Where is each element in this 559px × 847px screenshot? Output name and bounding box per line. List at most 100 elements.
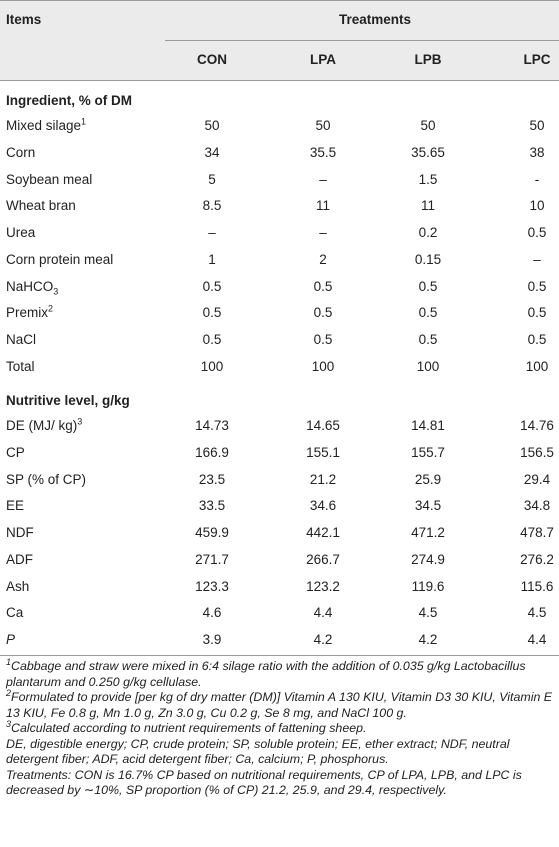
cell-value: 123.3 <box>195 578 229 594</box>
row-label-text: Ca <box>6 605 24 621</box>
cell-value: 34 <box>204 145 220 161</box>
cell-value: 0.5 <box>527 278 547 294</box>
footnote: Treatments: CON is 16.7% CP based on nut… <box>6 768 555 799</box>
row-label-text: Total <box>6 358 35 374</box>
footnote-mark: 3 <box>6 719 12 730</box>
cell-value: 0.5 <box>418 278 438 294</box>
superscript: 1 <box>81 116 87 127</box>
row-label-text: Wheat bran <box>6 198 76 214</box>
row-label-text: P <box>6 631 16 647</box>
row-label-text: NDF <box>6 525 34 541</box>
row-label: Urea <box>6 225 35 241</box>
column-header: CON <box>197 52 227 67</box>
cell-value: 276.2 <box>520 551 554 567</box>
cell-value: 274.9 <box>411 551 445 567</box>
cell-value: 4.5 <box>527 605 547 621</box>
cell-value: 4.4 <box>313 605 333 621</box>
cell-value: – <box>208 225 216 241</box>
row-label: Ca <box>6 605 23 621</box>
cell-value: 0.5 <box>527 305 547 321</box>
cell-value: 155.1 <box>306 445 340 461</box>
row-label: Corn protein meal <box>6 252 113 268</box>
cell-value: – <box>319 171 327 187</box>
header-bottom-rule <box>0 80 559 81</box>
column-header: LPC <box>523 52 551 67</box>
cell-value: 266.7 <box>306 551 340 567</box>
cell-value: 33.5 <box>198 498 226 514</box>
row-label: EE <box>6 498 24 514</box>
row-label: Corn <box>6 145 35 161</box>
cell-value: 0.5 <box>313 331 333 347</box>
row-label-text: EE <box>6 498 25 514</box>
footnote-mark: 1 <box>6 657 12 668</box>
cell-value: 166.9 <box>195 445 229 461</box>
row-label-text: Corn protein meal <box>6 251 114 267</box>
footnote-mark: 2 <box>6 688 12 699</box>
cell-value: – <box>319 225 327 241</box>
cell-value: 1.5 <box>418 171 438 187</box>
cell-value: 0.2 <box>418 225 438 241</box>
footnote-text: Formulated to provide [per kg of dry mat… <box>6 690 553 720</box>
cell-value: 155.7 <box>411 445 445 461</box>
cell-value: 11 <box>420 198 436 214</box>
cell-value: 21.2 <box>309 471 337 487</box>
row-label-text: Premix <box>6 305 49 321</box>
cell-value: 4.2 <box>313 631 333 647</box>
row-label: SP (% of CP) <box>6 472 86 488</box>
items-header: Items <box>6 12 42 27</box>
row-label-text: NaCl <box>6 331 37 347</box>
cell-value: 2 <box>319 251 327 267</box>
footnote-text: Calculated according to nutrient require… <box>11 721 367 736</box>
cell-value: 123.2 <box>306 578 340 594</box>
cell-value: 100 <box>416 358 440 374</box>
row-label: NaCl <box>6 332 36 348</box>
cell-value: 23.5 <box>198 471 226 487</box>
row-label-text: SP (% of CP) <box>6 471 87 487</box>
row-label-text: CP <box>6 445 25 461</box>
row-label: DE (MJ/ kg)3 <box>6 416 83 434</box>
cell-value: 100 <box>200 358 224 374</box>
cell-value: 29.4 <box>523 471 551 487</box>
cell-value: 115.6 <box>520 578 554 594</box>
footnote: 1Cabbage and straw were mixed in 6:4 sil… <box>6 657 555 690</box>
cell-value: 442.1 <box>306 525 340 541</box>
cell-value: 0.5 <box>418 305 438 321</box>
cell-value: 271.7 <box>195 551 229 567</box>
cell-value: 38 <box>529 145 545 161</box>
cell-value: 4.6 <box>202 605 222 621</box>
cell-value: 35.5 <box>309 145 337 161</box>
cell-value: 478.7 <box>520 525 554 541</box>
cell-value: 14.76 <box>520 418 554 434</box>
cell-value: 34.6 <box>309 498 337 514</box>
row-label-text: Ash <box>6 578 30 594</box>
row-label-text: Mixed silage <box>6 118 82 134</box>
cell-value: 14.73 <box>195 418 229 434</box>
row-label: Ash <box>6 579 29 595</box>
footnote-rule <box>0 655 559 657</box>
cell-value: - <box>534 171 540 187</box>
cell-value: 0.5 <box>313 278 333 294</box>
cell-value: 25.9 <box>414 471 442 487</box>
row-label-text: Urea <box>6 225 36 241</box>
row-label-text: DE (MJ/ kg) <box>6 418 78 434</box>
column-header: LPB <box>414 52 442 67</box>
cell-value: 1 <box>208 251 216 267</box>
cell-value: 0.5 <box>418 331 438 347</box>
row-label: NaHCO3 <box>6 278 59 297</box>
cell-value: 34.8 <box>523 498 551 514</box>
cell-value: 0.5 <box>527 225 547 241</box>
cell-value: 459.9 <box>195 525 229 541</box>
cell-value: 0.5 <box>202 331 222 347</box>
row-label: NDF <box>6 525 34 541</box>
cell-value: 50 <box>420 118 436 134</box>
superscript: 3 <box>77 416 83 427</box>
footnote: 2Formulated to provide [per kg of dry ma… <box>6 688 555 721</box>
row-label: Soybean meal <box>6 172 92 188</box>
subscript: 3 <box>53 286 59 297</box>
cell-value: 4.2 <box>418 631 438 647</box>
cell-value: 100 <box>525 358 549 374</box>
footnote: DE, digestible energy; CP, crude protein… <box>6 737 555 768</box>
row-label-text: NaHCO <box>6 278 54 294</box>
cell-value: 0.5 <box>527 331 547 347</box>
